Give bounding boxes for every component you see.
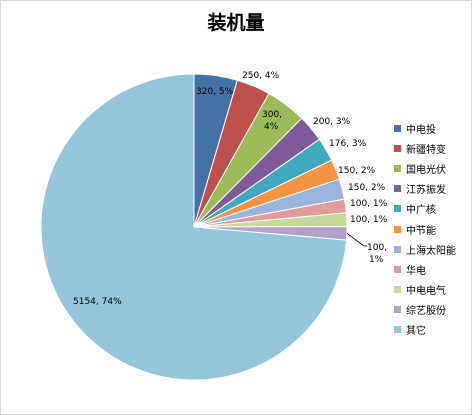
legend-item-1: 中电投 (394, 118, 470, 138)
legend-item-3: 国电光伏 (394, 158, 470, 178)
leader-line-10 (346, 232, 367, 247)
legend-item-11: 其它 (394, 320, 470, 340)
legend-swatch (394, 185, 401, 193)
data-label-5: 176, 3% (329, 139, 367, 149)
leader-lines (346, 232, 367, 247)
legend-item-6: 中节能 (394, 219, 470, 239)
legend-label: 综艺股份 (406, 306, 446, 318)
data-labels: 320, 5% 250, 4% 300, 4% 200, 3% 176, 3% 150, 2… (73, 71, 388, 307)
legend-label: 新疆特变 (406, 144, 446, 156)
legend-item-10: 综艺股份 (394, 300, 470, 320)
data-label-10: 100, 1% (367, 243, 387, 265)
legend-swatch (394, 225, 401, 233)
legend-item-9: 中电电气 (394, 280, 470, 300)
legend-label: 中节能 (406, 225, 436, 237)
data-label-2: 250, 4% (242, 71, 280, 81)
legend: 中电投新疆特变国电光伏江苏振发中广核中节能上海太阳能华电中电电气综艺股份其它 (394, 118, 470, 340)
legend-label: 中广核 (406, 205, 436, 217)
data-label-7: 150, 2% (348, 183, 386, 193)
legend-label: 国电光伏 (406, 164, 446, 176)
legend-label: 中电投 (406, 124, 436, 136)
data-label-8: 100, 1% (350, 199, 388, 209)
pie-slice-11 (40, 73, 347, 381)
legend-item-5: 中广核 (394, 199, 470, 219)
legend-swatch (394, 326, 401, 334)
legend-label: 其它 (406, 326, 426, 338)
legend-swatch (394, 265, 401, 273)
legend-swatch (394, 245, 401, 253)
legend-label: 江苏振发 (406, 185, 446, 197)
legend-swatch (394, 286, 401, 294)
legend-item-8: 华电 (394, 259, 470, 279)
legend-swatch (394, 164, 401, 172)
legend-label: 上海太阳能 (406, 245, 456, 257)
legend-item-7: 上海太阳能 (394, 239, 470, 259)
data-label-1: 320, 5% (196, 87, 234, 97)
legend-swatch (394, 306, 401, 314)
pie-slices (40, 73, 348, 381)
legend-item-4: 江苏振发 (394, 179, 470, 199)
legend-swatch (394, 144, 401, 152)
data-label-3: 300, 4% (262, 110, 282, 132)
legend-label: 中电电气 (406, 286, 446, 298)
chart-title: 装机量 (207, 12, 265, 34)
legend-item-2: 新疆特变 (394, 138, 470, 158)
data-label-6: 150, 2% (338, 166, 376, 176)
data-label-4: 200, 3% (313, 117, 351, 127)
data-label-9: 100, 1% (350, 215, 388, 225)
legend-label: 华电 (406, 265, 426, 277)
legend-swatch (394, 124, 401, 132)
data-label-11: 5154, 74% (73, 297, 122, 307)
legend-swatch (394, 205, 401, 213)
